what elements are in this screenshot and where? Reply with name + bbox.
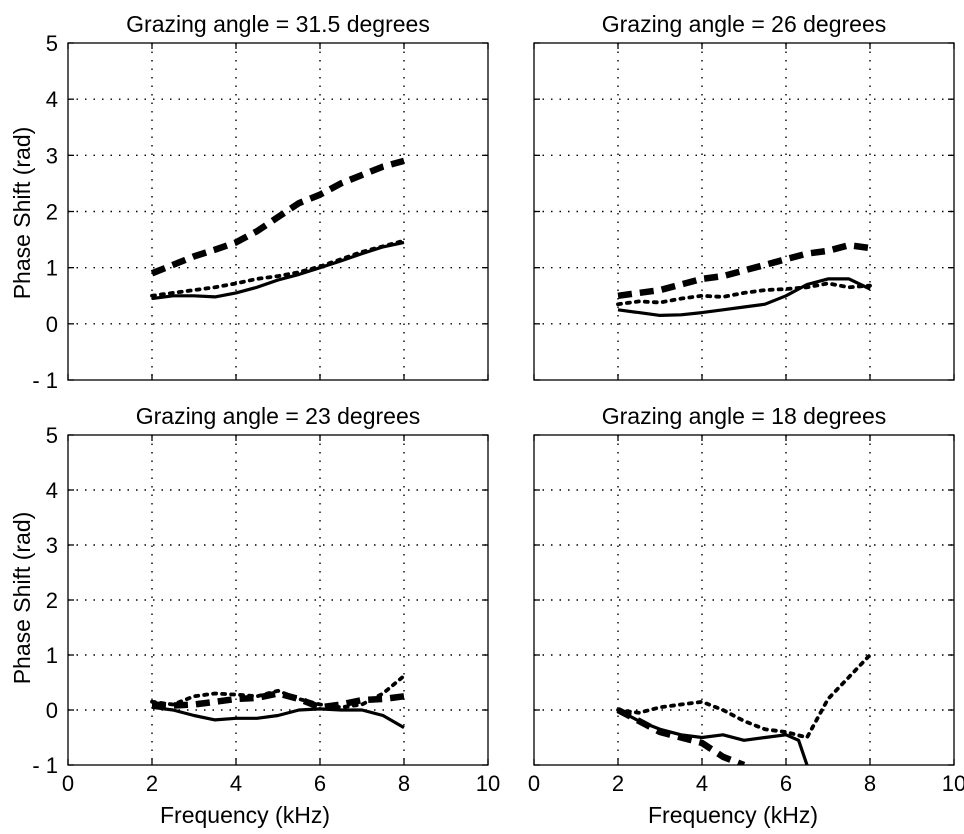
y-tick-label: - 1 xyxy=(32,368,58,393)
series-line-dashed xyxy=(150,157,405,277)
x-tick-label: 10 xyxy=(476,771,500,796)
series-line-dashed xyxy=(151,690,405,711)
y-tick-label: 1 xyxy=(46,256,58,281)
y-tick-label: 4 xyxy=(46,478,58,503)
y-tick-label: 3 xyxy=(46,143,58,168)
x-tick-label: 4 xyxy=(230,771,242,796)
y-tick-label: 4 xyxy=(46,87,58,112)
series-line-solid xyxy=(151,705,405,729)
y-tick-label: 0 xyxy=(46,312,58,337)
series-line-dotted xyxy=(150,238,406,298)
panel-title: Grazing angle = 23 degrees xyxy=(136,403,421,429)
ylabel-bottom: Phase Shift (rad) xyxy=(9,512,35,685)
xlabel-left: Frequency (kHz) xyxy=(160,802,330,828)
series-line-dashed xyxy=(617,241,871,300)
y-tick-label: 5 xyxy=(46,31,58,56)
y-tick-label: 2 xyxy=(46,200,58,225)
x-tick-label: 10 xyxy=(942,771,964,796)
series-line-dotted xyxy=(616,653,872,740)
series-line-dotted xyxy=(616,281,872,307)
y-tick-label: - 1 xyxy=(32,753,58,778)
series-line-solid xyxy=(617,708,809,765)
panel-title: Grazing angle = 31.5 degrees xyxy=(126,11,430,37)
series-line-dashed xyxy=(616,707,746,765)
x-tick-label: 8 xyxy=(864,771,876,796)
panel-title: Grazing angle = 26 degrees xyxy=(602,11,887,37)
y-tick-label: 2 xyxy=(46,588,58,613)
x-tick-label: 2 xyxy=(146,771,158,796)
ylabel-top: Phase Shift (rad) xyxy=(9,127,35,300)
panel-title: Grazing angle = 18 degrees xyxy=(602,403,887,429)
x-tick-label: 6 xyxy=(780,771,792,796)
y-tick-label: 1 xyxy=(46,643,58,668)
x-tick-label: 8 xyxy=(398,771,410,796)
chart-panel-4: 0 2 4 6 8 10 Grazing angle = 18 degrees xyxy=(528,403,964,796)
x-tick-label: 0 xyxy=(528,771,540,796)
x-tick-label: 0 xyxy=(62,771,74,796)
series-line-solid xyxy=(151,240,405,301)
chart-panel-1: - 1 0 1 2 3 4 5 Grazing angle = 31.5 degrees xyxy=(32,11,489,393)
chart-panel-2: Grazing angle = 26 degrees xyxy=(533,11,955,381)
series-line-dotted xyxy=(150,674,406,710)
xlabel-right: Frequency (kHz) xyxy=(648,802,818,828)
y-tick-label: 5 xyxy=(46,423,58,448)
series-line-solid xyxy=(617,277,871,317)
x-tick-label: 4 xyxy=(696,771,708,796)
y-tick-label: 0 xyxy=(46,698,58,723)
x-tick-label: 6 xyxy=(314,771,326,796)
y-tick-label: 3 xyxy=(46,533,58,558)
x-tick-label: 2 xyxy=(612,771,624,796)
